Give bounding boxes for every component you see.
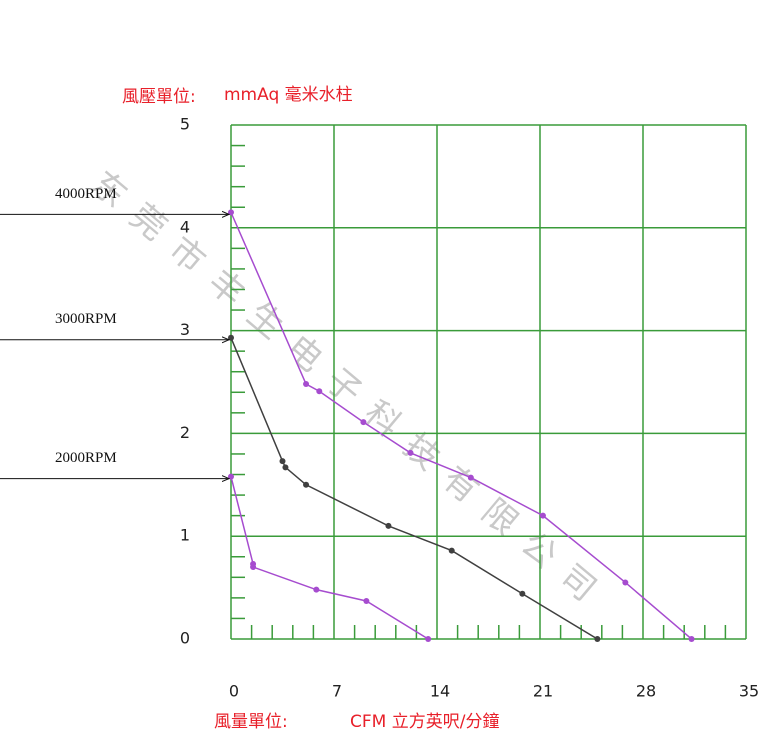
data-point xyxy=(385,522,392,529)
y-axis-label: 風壓單位: xyxy=(122,87,196,107)
y-tick-label: 4 xyxy=(180,217,190,236)
x-tick-label: 0 xyxy=(229,682,239,701)
x-tick-label: 7 xyxy=(332,682,342,701)
data-point xyxy=(360,419,367,426)
x-tick-label: 28 xyxy=(636,682,656,701)
x-axis-label: 風量單位: xyxy=(214,712,288,732)
data-point xyxy=(539,512,546,519)
series-line xyxy=(230,337,598,640)
data-point xyxy=(622,579,629,586)
data-point xyxy=(303,481,310,488)
data-point xyxy=(316,388,323,395)
y-tick-label: 1 xyxy=(180,526,190,545)
data-point xyxy=(594,636,601,642)
series-label: 2000RPM xyxy=(55,450,117,466)
data-point xyxy=(250,564,257,571)
series-label: 3000RPM xyxy=(55,311,117,327)
data-point xyxy=(467,474,474,481)
data-point xyxy=(688,636,695,642)
data-point xyxy=(407,449,414,456)
watermark: 东莞市丰生电子科技有限公司 xyxy=(83,164,617,621)
data-point xyxy=(448,547,455,554)
data-point xyxy=(363,597,370,604)
x-tick-label: 35 xyxy=(739,682,759,701)
series-label: 4000RPM xyxy=(55,186,117,202)
series-line xyxy=(230,212,693,640)
data-point xyxy=(282,464,289,471)
x-axis-unit: CFM 立方英呎/分鐘 xyxy=(350,712,499,732)
x-tick-label: 14 xyxy=(430,682,450,701)
data-point xyxy=(519,590,526,597)
y-tick-label: 3 xyxy=(180,320,190,339)
y-axis-unit: mmAq 毫米水柱 xyxy=(224,85,353,105)
data-point xyxy=(313,586,320,593)
data-point xyxy=(303,381,310,388)
data-point xyxy=(279,458,286,465)
data-point xyxy=(425,636,432,642)
y-tick-label: 2 xyxy=(180,423,190,442)
x-tick-label: 21 xyxy=(533,682,553,701)
y-tick-label: 5 xyxy=(180,115,190,134)
series-line xyxy=(230,476,429,640)
y-tick-label: 0 xyxy=(180,629,190,648)
